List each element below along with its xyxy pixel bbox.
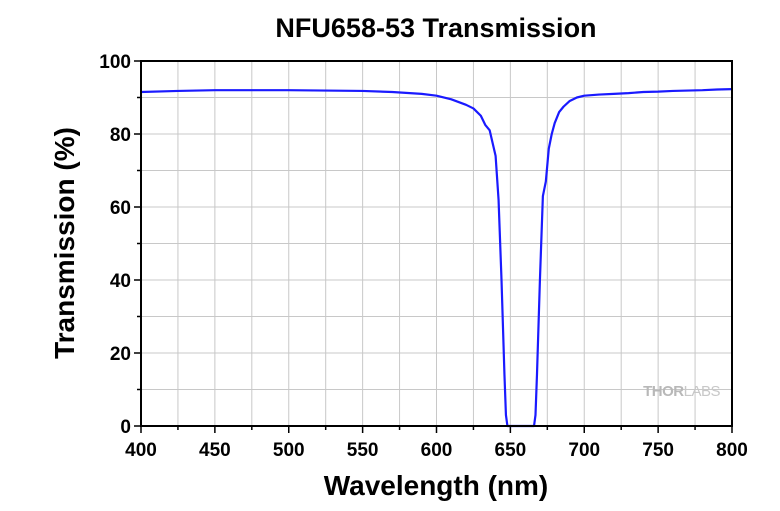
plot-frame xyxy=(140,60,733,427)
y-tick-label: 20 xyxy=(110,344,131,365)
y-tick-label: 60 xyxy=(110,198,131,219)
chart-title: NFU658-53 Transmission xyxy=(275,13,596,43)
x-tick-label: 500 xyxy=(273,440,305,461)
x-tick-label: 800 xyxy=(716,440,748,461)
x-axis-label: Wavelength (nm) xyxy=(324,470,549,501)
thorlabs-watermark: THORLABS xyxy=(643,383,720,400)
x-tick-label: 750 xyxy=(642,440,674,461)
axis-ticks xyxy=(134,60,733,433)
y-tick-label: 40 xyxy=(110,271,131,292)
y-tick-labels: 0 20 40 60 80 100 xyxy=(99,52,131,438)
y-axis-label: Transmission (%) xyxy=(49,127,80,359)
x-tick-label: 450 xyxy=(199,440,231,461)
x-tick-labels: 400 450 500 550 600 650 700 750 800 xyxy=(125,440,748,461)
x-tick-label: 550 xyxy=(347,440,379,461)
y-tick-label: 80 xyxy=(110,125,131,146)
x-tick-label: 400 xyxy=(125,440,157,461)
x-tick-label: 650 xyxy=(495,440,527,461)
x-tick-label: 600 xyxy=(421,440,453,461)
y-tick-label: 100 xyxy=(99,52,131,73)
grid-lines xyxy=(140,60,733,427)
x-tick-label: 700 xyxy=(568,440,600,461)
y-tick-label: 0 xyxy=(120,417,131,438)
